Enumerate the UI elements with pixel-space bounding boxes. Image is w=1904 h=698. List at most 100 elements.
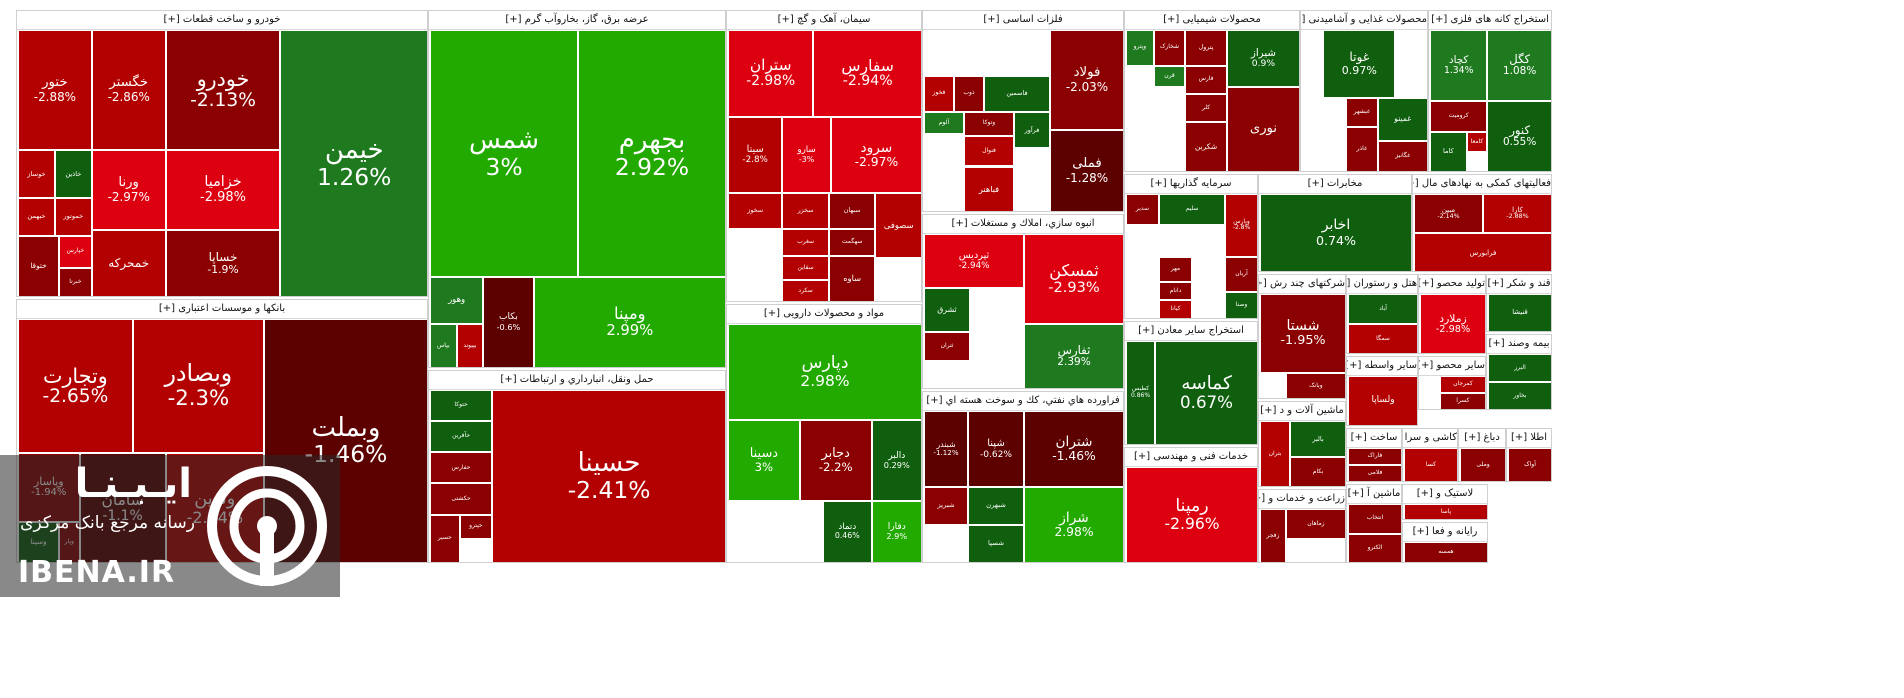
stock-tile[interactable]: بکاب -0.6% [483, 276, 534, 367]
sector-header[interactable]: قند و شکر [+] [1487, 275, 1551, 294]
stock-tile[interactable]: نوری [1226, 86, 1299, 171]
sector[interactable]: عرضه برق، گاز، بخاروآب گرم [+] بجهرم 2.92%… [428, 10, 726, 368]
stock-tile[interactable]: ومپنا 2.99% [533, 276, 725, 367]
stock-tile[interactable]: سغرب [782, 228, 829, 256]
stock-tile[interactable]: وملی [1460, 448, 1505, 481]
sector-header[interactable]: استخراج سایر معادن [+] [1125, 322, 1257, 341]
stock-tile[interactable]: ورنا -2.97% [91, 150, 166, 231]
sector[interactable]: شرکتهای چند رش [+] شستا -1.95% وبانک [1258, 274, 1346, 399]
stock-tile[interactable]: سارو -3% [782, 117, 831, 194]
stock-tile[interactable]: کارا -2.88% [1483, 194, 1551, 233]
stock-tile[interactable]: وصنا [1225, 291, 1257, 318]
stock-tile[interactable]: فاسمین [984, 75, 1050, 112]
stock-tile[interactable]: خبهمن [18, 198, 55, 236]
stock-tile[interactable]: مبین -2.14% [1414, 194, 1483, 233]
sector-header[interactable]: کاشی و سرا [+] [1403, 429, 1457, 448]
stock-tile[interactable]: ثشرق [924, 288, 970, 332]
stock-tile[interactable]: دتماد 0.46% [823, 500, 872, 562]
stock-tile[interactable]: پترول [1185, 30, 1227, 66]
stock-tile[interactable]: دانام [1159, 281, 1192, 301]
stock-tile[interactable]: فملی -1.28% [1050, 130, 1123, 211]
sector-header[interactable]: لاستیک و [+] [1403, 485, 1487, 504]
stock-tile[interactable]: کمرجان [1439, 376, 1485, 393]
stock-tile[interactable]: همسه [1404, 542, 1487, 562]
sector[interactable]: مخابرات [+] اخابر 0.74% [1258, 174, 1412, 272]
stock-tile[interactable]: قرن [1153, 65, 1186, 87]
sector-header[interactable]: فلزات اساسی [+] [923, 11, 1123, 30]
stock-tile[interactable]: حآفرین [430, 421, 493, 453]
sector[interactable]: دباغ [+] وملی [1458, 428, 1506, 482]
stock-tile[interactable]: خموتور [54, 198, 92, 236]
stock-tile[interactable]: زملارد -2.98% [1420, 294, 1485, 353]
sector-header[interactable]: سرمایه گذاریها [+] [1125, 175, 1257, 194]
stock-tile[interactable]: دفارا 2.9% [871, 500, 921, 562]
stock-tile[interactable]: شیراز 0.9% [1226, 30, 1299, 87]
sector[interactable]: سایر محصو [+] کسرا کمرجان [1418, 356, 1486, 410]
stock-tile[interactable]: مهر [1159, 256, 1192, 282]
stock-tile[interactable]: سصوفی [875, 193, 921, 259]
sector[interactable]: محصولات شیمیایی [+] پترول شخارک شیراز 0.9% وپ… [1124, 10, 1300, 172]
sector[interactable]: ماشین آلات و د [+] بالبر بکام بتران [1258, 401, 1346, 487]
sector[interactable]: رایانه و فعا [+] همسه [1402, 522, 1488, 563]
stock-tile[interactable]: غبشهر [1346, 98, 1378, 127]
stock-tile[interactable]: کامعا [1466, 132, 1488, 153]
stock-tile[interactable]: فرابورس [1414, 233, 1551, 271]
stock-tile[interactable]: کطبس 0.86% [1126, 341, 1156, 444]
stock-tile[interactable]: کاما [1430, 132, 1467, 171]
stock-tile[interactable]: وپترو [1126, 30, 1154, 66]
stock-tile[interactable]: ختور -2.88% [18, 30, 92, 151]
stock-tile[interactable]: کسرا [1439, 393, 1485, 409]
stock-tile[interactable]: خبرنا [59, 267, 92, 296]
sector[interactable]: زراعت و خدمات و [+] زماهان زفجر [1258, 489, 1346, 563]
stock-tile[interactable]: غگانیز [1377, 140, 1427, 171]
stock-tile[interactable]: غمینو [1377, 98, 1427, 141]
sector-header[interactable]: محصولات غذایی و آشامیدنی [+] [1301, 11, 1427, 30]
stock-tile[interactable]: غاذر [1346, 126, 1378, 171]
stock-tile[interactable]: کرومیت [1430, 101, 1488, 133]
stock-tile[interactable]: وهور [430, 276, 484, 325]
sector-header[interactable]: مواد و محصولات دارویی [+] [727, 305, 921, 324]
stock-tile[interactable]: سدیر [1126, 194, 1159, 226]
sector-header[interactable]: عرضه برق، گاز، بخاروآب گرم [+] [429, 11, 725, 30]
sector[interactable]: حمل ونقل، انبارداري و ارتباطات [+] حسینا -… [428, 370, 726, 563]
sector-header[interactable]: زراعت و خدمات و [+] [1259, 490, 1345, 509]
sector[interactable]: بیمه وصند [+] البرز بخاور [1486, 334, 1552, 410]
stock-tile[interactable]: سمگا [1348, 324, 1417, 353]
stock-tile[interactable]: آواک [1508, 448, 1551, 481]
sector-header[interactable]: انبوه سازي، املاك و مستغلات [+] [923, 215, 1123, 234]
stock-tile[interactable]: شستا -1.95% [1260, 294, 1345, 373]
stock-tile[interactable]: فاراک [1348, 448, 1401, 465]
stock-tile[interactable]: آباد [1348, 294, 1417, 324]
sector[interactable]: هتل و رستوران [+] آباد سمگا [1346, 274, 1418, 354]
stock-tile[interactable]: حپترو [459, 514, 493, 539]
stock-tile[interactable]: ستران -2.98% [728, 30, 814, 118]
stock-tile[interactable]: فلامی [1348, 465, 1401, 481]
stock-tile[interactable]: البرز [1488, 354, 1551, 382]
sector[interactable]: انبوه سازي، املاك و مستغلات [+] ثمسکن -2.9… [922, 214, 1124, 389]
stock-tile[interactable]: شبریز [924, 487, 968, 525]
stock-tile[interactable]: پاسا [1404, 504, 1487, 519]
stock-tile[interactable]: بکام [1290, 457, 1345, 486]
sector-header[interactable]: حمل ونقل، انبارداري و ارتباطات [+] [429, 371, 725, 390]
sector[interactable]: قند و شکر [+] قنیشا [1486, 274, 1552, 332]
stock-tile[interactable]: سیتا -2.8% [728, 117, 783, 194]
sector-header[interactable]: ماشین آلات و د [+] [1259, 402, 1345, 421]
sector-header[interactable]: سایر محصو [+] [1419, 357, 1485, 376]
sector-header[interactable]: ماشین آ [+] [1347, 485, 1401, 504]
sector[interactable]: اطلا [+] آواک [1506, 428, 1552, 482]
sector[interactable]: کاشی و سرا [+] کسا [1402, 428, 1458, 482]
stock-tile[interactable]: شتران -1.46% [1024, 411, 1123, 487]
stock-tile[interactable]: زفجر [1260, 509, 1286, 562]
stock-tile[interactable]: غوتا 0.97% [1323, 30, 1396, 99]
stock-tile[interactable]: فخوز [924, 75, 954, 112]
sector-header[interactable]: خودرو و ساخت قطعات [+] [17, 11, 427, 30]
stock-tile[interactable]: شبندر -1.12% [924, 411, 968, 487]
sector[interactable]: محصولات غذایی و آشامیدنی [+] غوتا 0.97% غمی… [1300, 10, 1428, 172]
stock-tile[interactable]: خساپا -1.9% [165, 230, 281, 296]
stock-tile[interactable]: کچاد 1.34% [1430, 30, 1488, 101]
stock-tile[interactable]: شمس 3% [430, 30, 578, 277]
sector-header[interactable]: محصولات شیمیایی [+] [1125, 11, 1299, 30]
stock-tile[interactable]: خاذین [54, 150, 92, 199]
stock-tile[interactable]: اخابر 0.74% [1260, 194, 1411, 271]
stock-tile[interactable]: رمپنا -2.96% [1126, 467, 1257, 562]
